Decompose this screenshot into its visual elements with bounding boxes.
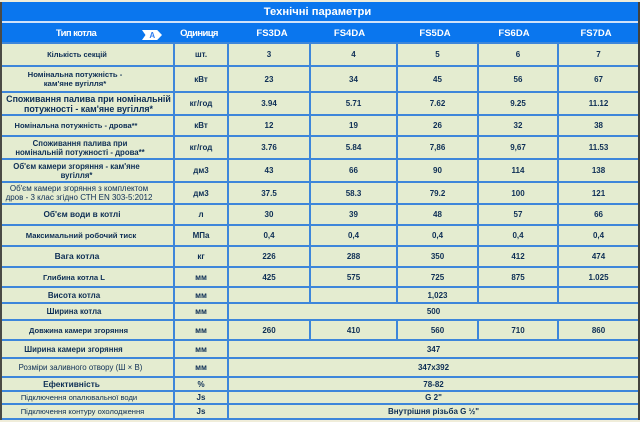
svg-text:A: A <box>149 31 155 40</box>
